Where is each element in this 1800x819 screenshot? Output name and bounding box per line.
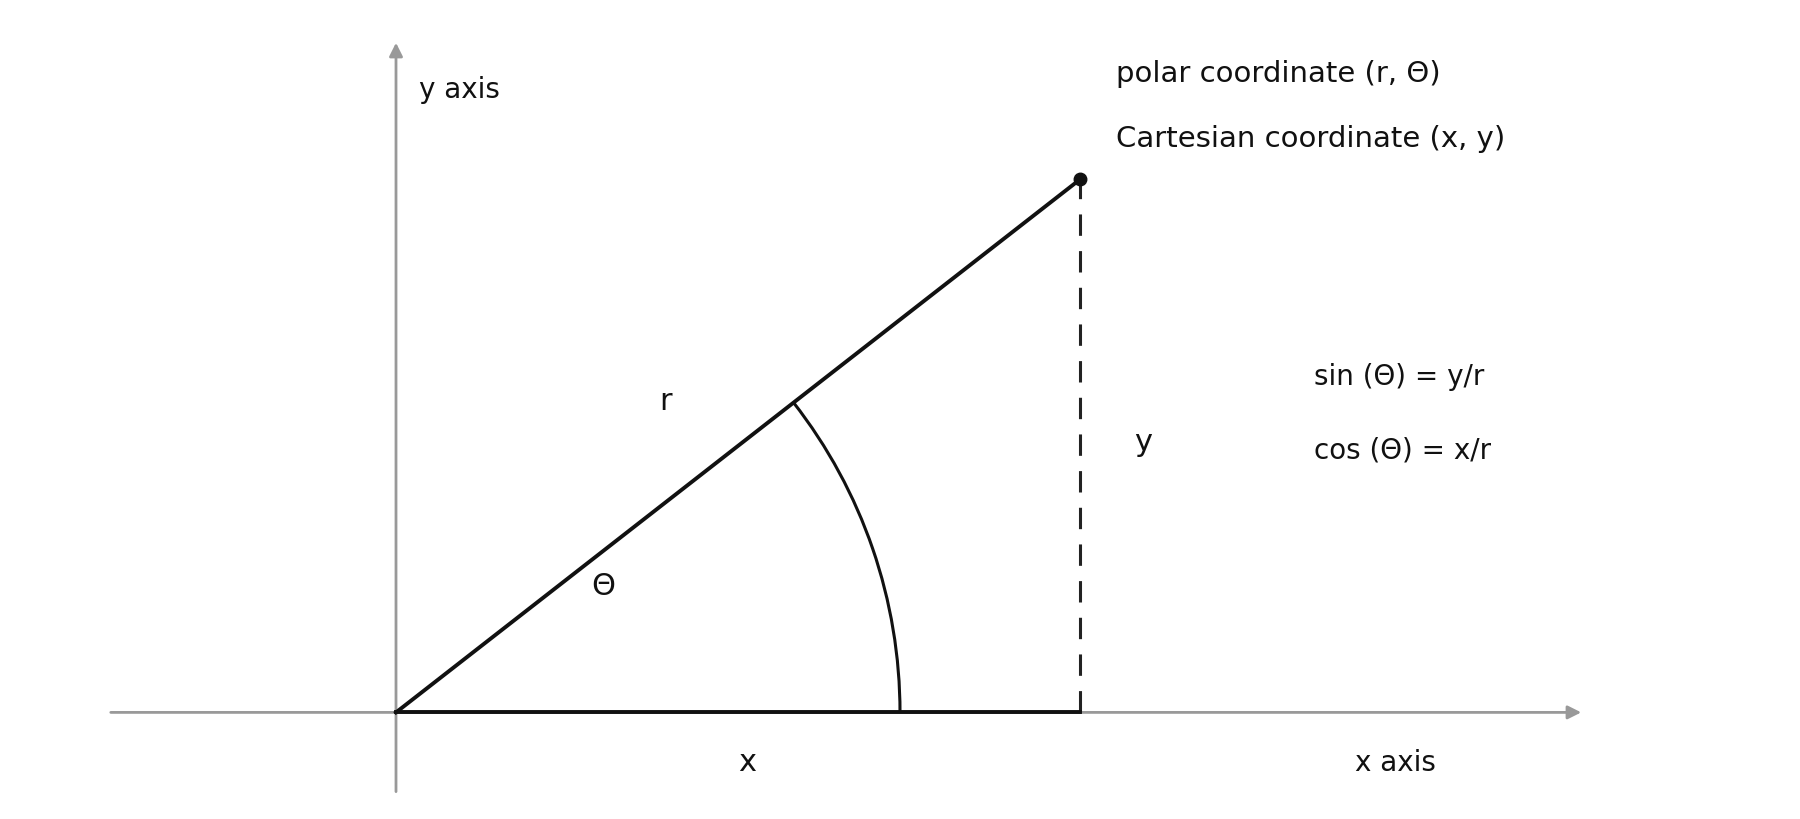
Text: y axis: y axis: [419, 76, 499, 104]
Text: r: r: [659, 387, 673, 416]
Text: cos (Θ) = x/r: cos (Θ) = x/r: [1314, 437, 1490, 464]
Text: x: x: [738, 747, 756, 776]
Text: x axis: x axis: [1355, 748, 1435, 776]
Text: y: y: [1134, 428, 1152, 457]
Text: Cartesian coordinate (x, y): Cartesian coordinate (x, y): [1116, 125, 1505, 153]
Text: polar coordinate (r, Θ): polar coordinate (r, Θ): [1116, 60, 1440, 88]
Text: sin (Θ) = y/r: sin (Θ) = y/r: [1314, 363, 1485, 391]
Text: Θ: Θ: [590, 571, 616, 600]
